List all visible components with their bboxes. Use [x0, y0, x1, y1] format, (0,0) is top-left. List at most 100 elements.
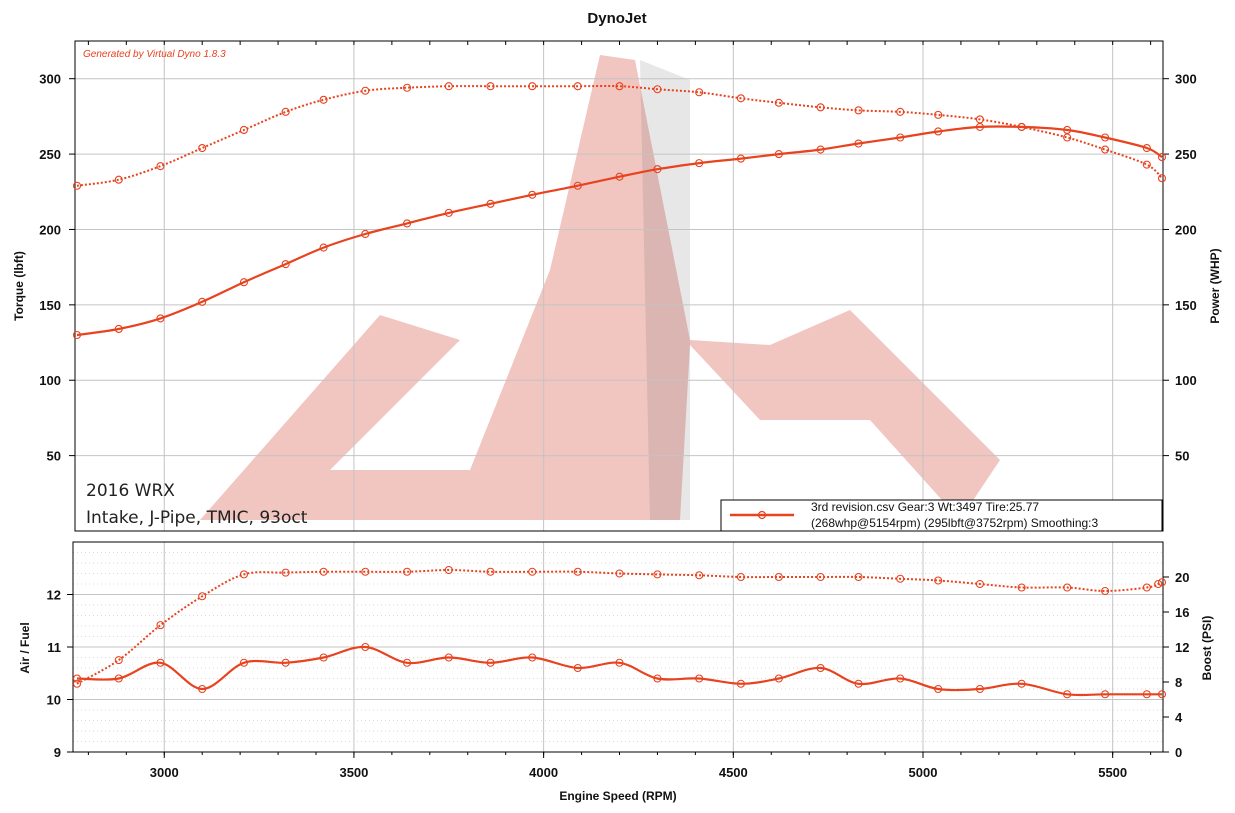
generator-label: Generated by Virtual Dyno 1.8.3: [83, 49, 226, 60]
data-point-power: [736, 154, 745, 163]
x-tick-label: 4000: [529, 765, 558, 780]
data-point-boost: [444, 565, 453, 575]
y-tick-label-boost: 12: [1175, 640, 1189, 655]
data-point-power: [934, 127, 943, 136]
data-point-torque: [653, 85, 662, 94]
data-point-torque: [486, 82, 495, 91]
data-point-power: [854, 139, 863, 148]
y-tick-label-torque: 300: [39, 72, 61, 87]
y-axis-title-power: Power (WHP): [1208, 248, 1222, 323]
data-point-torque: [695, 88, 704, 97]
y-tick-label-boost: 0: [1175, 745, 1182, 760]
afr-panel-grid: [73, 542, 1163, 753]
legend-line-1: 3rd revision.csv Gear:3 Wt:3497 Tire:25.…: [811, 500, 1039, 514]
y-tick-label-afr: 10: [47, 693, 61, 708]
afr-panel-ticks: 3000 3500 4000 4500 5000 5500 9 10 11 12 0 4 8 12 16 20: [47, 570, 1190, 780]
series-line-boost: [76, 568, 1163, 685]
data-point-afr: [198, 684, 207, 694]
data-point-power: [816, 145, 825, 154]
data-point-boost: [1142, 583, 1151, 592]
data-point-afr: [486, 658, 495, 667]
car-label: 2016 WRX: [86, 481, 175, 501]
data-point-torque: [444, 82, 453, 91]
data-point-power: [156, 314, 165, 323]
data-point-power: [1017, 122, 1026, 131]
data-point-boost: [1017, 583, 1026, 592]
data-point-power: [1101, 133, 1110, 142]
data-point-power: [239, 278, 248, 287]
y-axis-title-afr: Air / Fuel: [18, 622, 32, 673]
data-point-torque: [615, 82, 624, 91]
y-tick-label-torque: 250: [39, 147, 61, 162]
data-point-torque: [528, 82, 537, 91]
data-point-torque: [854, 106, 863, 115]
data-point-power: [403, 219, 412, 228]
x-tick-label: 5000: [909, 765, 938, 780]
y-tick-label-power: 150: [1175, 298, 1197, 313]
y-tick-label-afr: 11: [47, 640, 61, 655]
data-point-afr: [854, 679, 863, 688]
data-point-afr: [615, 658, 624, 667]
data-point-afr: [736, 679, 745, 688]
data-point-afr: [975, 684, 984, 694]
torque-panel-grid: [75, 41, 1163, 531]
data-point-torque: [816, 103, 825, 112]
data-point-boost: [114, 656, 123, 665]
data-point-torque: [1157, 174, 1167, 183]
data-point-power: [1063, 125, 1072, 135]
data-point-power: [114, 324, 123, 334]
data-point-afr: [1142, 690, 1151, 699]
watermark-shadow: [640, 60, 690, 520]
data-point-torque: [361, 86, 370, 95]
data-point-power: [1142, 143, 1151, 153]
data-point-power: [896, 133, 905, 142]
legend-swatch-marker: [757, 510, 767, 520]
afr-panel-series: [72, 565, 1167, 699]
data-point-boost: [361, 567, 370, 576]
data-point-boost: [72, 679, 82, 688]
y-tick-label-boost: 4: [1175, 710, 1183, 725]
data-point-torque: [72, 181, 82, 190]
data-point-afr: [239, 658, 248, 667]
data-point-afr: [1157, 690, 1167, 699]
y-tick-label-torque: 50: [47, 449, 61, 464]
data-point-boost: [1157, 578, 1167, 587]
chart-title: DynoJet: [587, 10, 646, 27]
data-point-power: [72, 330, 82, 340]
data-point-power: [615, 172, 624, 181]
data-point-boost: [486, 567, 495, 576]
data-point-afr: [361, 642, 370, 652]
data-point-torque: [239, 125, 248, 135]
y-axis-title-torque: Torque (lbft): [12, 251, 26, 321]
y-tick-label-torque: 150: [39, 298, 61, 313]
data-point-boost: [573, 567, 582, 576]
data-point-torque: [1142, 160, 1151, 169]
data-point-boost: [615, 569, 624, 578]
data-point-power: [528, 190, 537, 199]
y-tick-label-boost: 20: [1175, 570, 1189, 585]
data-point-afr: [774, 674, 783, 683]
data-point-torque: [934, 110, 943, 119]
series-line-afr: [76, 645, 1162, 697]
y-axis-title-boost: Boost (PSI): [1200, 616, 1214, 681]
data-point-power: [319, 243, 328, 252]
data-point-boost: [198, 592, 207, 601]
x-tick-label: 5500: [1098, 765, 1127, 780]
series-line-torque: [76, 84, 1163, 187]
data-point-torque: [156, 162, 165, 171]
y-tick-label-power: 250: [1175, 147, 1197, 162]
y-tick-label-boost: 16: [1175, 605, 1189, 620]
data-point-power: [444, 208, 453, 217]
data-point-afr: [72, 674, 82, 683]
mods-label: Intake, J-Pipe, TMIC, 93oct: [86, 508, 308, 528]
data-point-afr: [573, 663, 582, 673]
data-point-boost: [239, 570, 248, 579]
data-point-boost: [319, 567, 328, 576]
y-tick-label-torque: 200: [39, 222, 61, 237]
data-point-torque: [1101, 145, 1110, 154]
data-point-power: [198, 297, 207, 306]
data-point-torque: [114, 175, 123, 184]
data-point-afr: [319, 653, 328, 662]
data-point-boost: [816, 572, 825, 582]
data-point-afr: [653, 674, 662, 683]
